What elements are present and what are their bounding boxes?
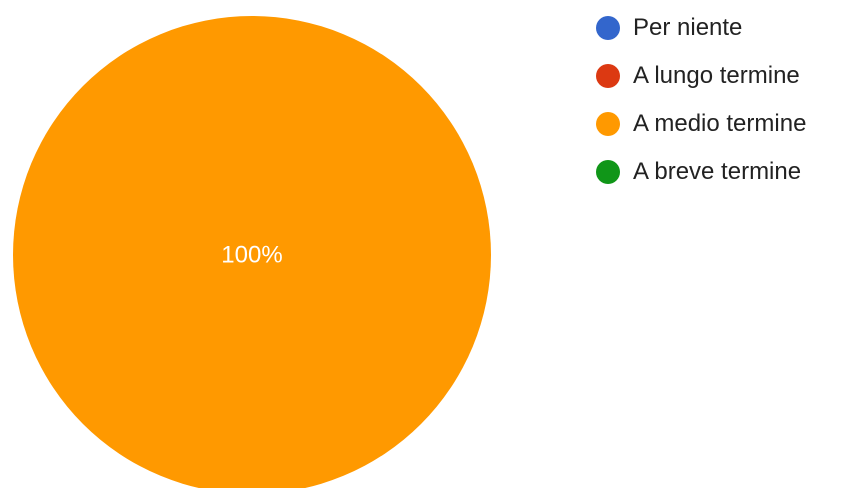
legend-swatch-a-medio-termine — [596, 112, 620, 136]
legend-swatch-per-niente — [596, 16, 620, 40]
legend-item-a-medio-termine[interactable]: A medio termine — [596, 110, 851, 138]
legend-label-per-niente: Per niente — [633, 14, 743, 41]
legend-swatch-a-lungo-termine — [596, 64, 620, 88]
legend-item-a-lungo-termine[interactable]: A lungo termine — [596, 62, 851, 90]
legend-item-per-niente[interactable]: Per niente — [596, 14, 851, 42]
pie-slice-a-medio-termine[interactable] — [13, 16, 491, 488]
legend-label-a-lungo-termine: A lungo termine — [633, 62, 800, 89]
pie-data-label-a-medio-termine: 100% — [221, 242, 282, 269]
legend-label-a-medio-termine: A medio termine — [633, 110, 807, 137]
legend-swatch-a-breve-termine — [596, 160, 620, 184]
legend-label-a-breve-termine: A breve termine — [633, 158, 802, 185]
chart-legend: Per niente A lungo termine A medio termi… — [596, 14, 851, 206]
pie-chart: 100% — [13, 16, 491, 488]
legend-item-a-breve-termine[interactable]: A breve termine — [596, 158, 851, 186]
